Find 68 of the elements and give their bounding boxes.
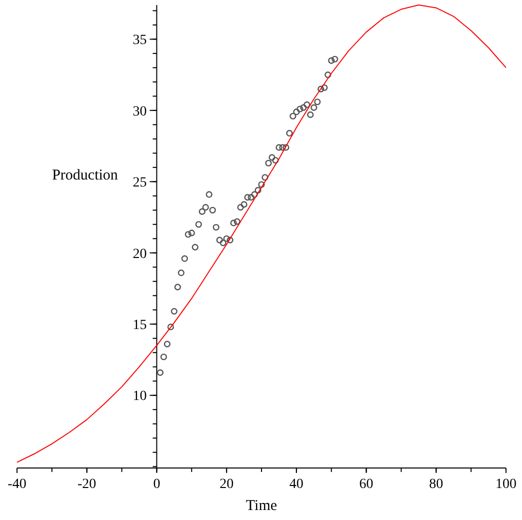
- point: [293, 108, 300, 116]
- point: [254, 186, 262, 194]
- x-tick-label: 0: [153, 477, 160, 492]
- x-tick-label: -20: [78, 477, 96, 492]
- x-tick-label: 100: [496, 477, 516, 492]
- point: [167, 324, 174, 330]
- point: [198, 208, 206, 215]
- point: [188, 230, 195, 236]
- point: [279, 144, 286, 151]
- point: [262, 174, 268, 181]
- point: [174, 284, 181, 290]
- point: [234, 218, 240, 225]
- x-tick-label: 60: [359, 477, 374, 492]
- y-tick-label: 30: [132, 104, 147, 120]
- point: [282, 144, 290, 151]
- point: [181, 255, 188, 262]
- point: [296, 106, 304, 112]
- point: [170, 308, 178, 315]
- point: [304, 101, 310, 108]
- point: [258, 181, 265, 188]
- point: [307, 111, 314, 118]
- point: [286, 130, 293, 137]
- x-tick-label: 20: [220, 477, 234, 492]
- point: [212, 224, 220, 231]
- point: [240, 201, 248, 208]
- point: [202, 204, 209, 211]
- point: [226, 236, 234, 244]
- x-tick-label: 80: [429, 477, 444, 492]
- point: [318, 86, 324, 92]
- point: [156, 369, 164, 376]
- point: [216, 236, 223, 244]
- point: [192, 244, 198, 250]
- point: [251, 191, 258, 198]
- point: [310, 104, 318, 111]
- point: [276, 144, 282, 151]
- point: [178, 270, 184, 276]
- point: [332, 56, 338, 62]
- point: [230, 220, 237, 226]
- point: [314, 98, 321, 106]
- y-tick-label: 10: [132, 389, 147, 404]
- point: [324, 72, 332, 78]
- point: [184, 231, 192, 238]
- point: [206, 191, 212, 198]
- point: [223, 235, 230, 242]
- y-tick-label: 35: [132, 33, 147, 48]
- point: [244, 194, 251, 201]
- y-tick-label: 20: [132, 246, 147, 262]
- point: [220, 240, 226, 246]
- point: [248, 194, 254, 201]
- y-tick-label: 25: [132, 176, 147, 191]
- point: [328, 57, 335, 64]
- point: [272, 156, 279, 164]
- point: [268, 154, 276, 161]
- x-tick-label: -40: [8, 477, 26, 492]
- point: [265, 160, 272, 166]
- point: [237, 204, 244, 211]
- x-tick-label: 40: [289, 477, 304, 492]
- point: [160, 354, 167, 360]
- point: [209, 206, 216, 214]
- y-axis-title: Production: [52, 168, 118, 184]
- point: [195, 221, 202, 228]
- point: [290, 112, 296, 120]
- point: [321, 84, 328, 91]
- line-series: [16, 4, 506, 463]
- point: [164, 340, 170, 348]
- y-tick-label: 15: [132, 318, 147, 334]
- point: [300, 104, 307, 111]
- x-axis-title: Time: [246, 498, 278, 514]
